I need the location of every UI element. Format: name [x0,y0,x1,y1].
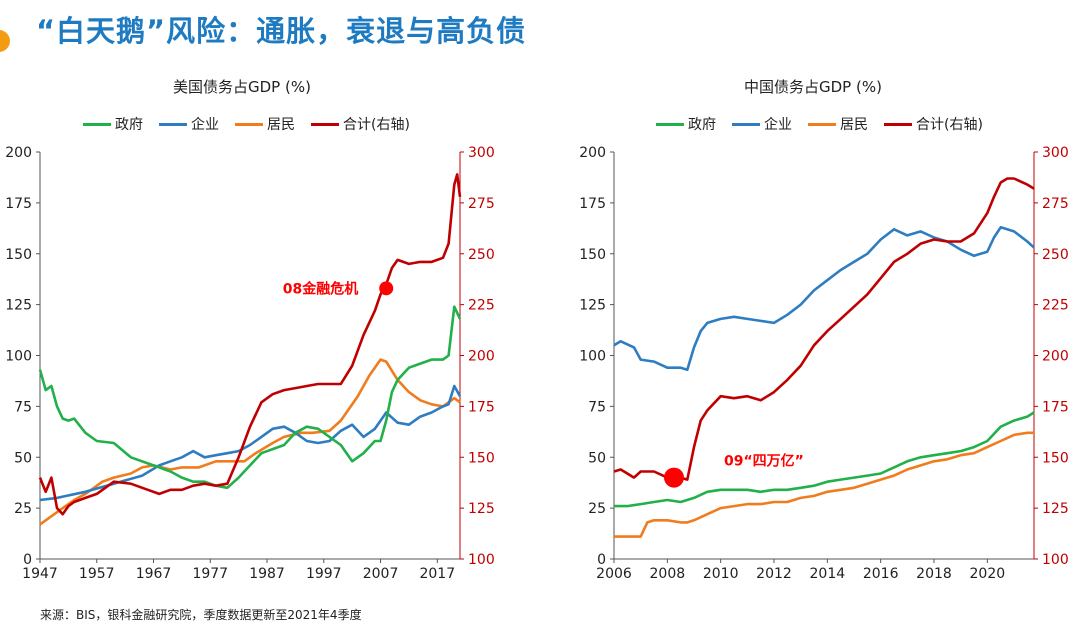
us-xtick-label: 1947 [22,566,58,582]
cn-xtick-label: 2012 [756,566,792,582]
cn-ytick-label: 75 [588,399,606,415]
us-chart-legend: 政府 企业 居民 合计(右轴) [83,114,410,134]
cn-debt-chart: 0 25 50 75 100 125 150 175 200 100 125 150 175 200 225… [579,145,1069,582]
us-crisis-marker [379,281,394,296]
us-ytick-label: 200 [5,145,32,161]
us-y2tick-label: 300 [468,145,495,161]
us-legend-house: 居民 [235,114,295,134]
cn-legend-gov-label: 政府 [688,117,716,133]
us-legend-corp-label: 企业 [191,117,219,133]
cn-y2tick-label: 150 [1042,450,1069,466]
cn-ytick-label: 25 [588,501,606,517]
source-note: 来源：BIS，银科金融研究院，季度数据更新至2021年4季度 [40,608,362,622]
cn-y2tick-label: 275 [1042,196,1069,212]
cn-chart-title: 中国债务占GDP (%) [744,78,882,96]
us-y2tick-label: 125 [468,501,495,517]
us-legend-gov: 政府 [83,114,143,134]
us-ytick-label: 175 [5,196,32,212]
us-series-house [39,358,461,526]
us-xtick-label: 2007 [363,566,399,582]
cn-legend-total: 合计(右轴) [884,114,983,134]
cn-ytick-label: 100 [579,349,606,365]
us-ytick-label: 0 [23,552,32,568]
us-series-total [38,173,462,516]
us-y2tick-label: 100 [468,552,495,568]
us-y2tick-label: 225 [468,298,495,314]
cn-legend-corp-label: 企业 [764,117,792,133]
cn-y2tick-label: 300 [1042,145,1069,161]
us-legend-total-label: 合计(右轴) [343,117,410,133]
cn-xtick-label: 2008 [650,566,686,582]
us-xtick-label: 1997 [306,566,342,582]
us-xtick-label: 1967 [136,566,172,582]
cn-series-house [614,431,1034,538]
cn-xtick-label: 2016 [863,566,899,582]
cn-xtick-label: 2014 [810,566,846,582]
us-xtick-label: 1977 [192,566,228,582]
cn-legend-house: 居民 [808,114,868,134]
cn-xtick-label: 2020 [970,566,1006,582]
cn-y2tick-label: 175 [1042,399,1069,415]
cn-legend-total-label: 合计(右轴) [916,117,983,133]
us-series-corp [39,384,462,502]
us-ytick-label: 125 [5,298,32,314]
cn-y2tick-label: 100 [1042,552,1069,568]
cn-series-total [613,177,1035,481]
cn-legend-gov: 政府 [656,114,716,134]
cn-y2tick-label: 225 [1042,298,1069,314]
us-y2tick-label: 275 [468,196,495,212]
us-ytick-label: 150 [5,247,32,263]
cn-legend-house-label: 居民 [840,117,868,133]
us-legend-house-label: 居民 [267,117,295,133]
us-ytick-label: 25 [14,501,32,517]
cn-y2tick-label: 125 [1042,501,1069,517]
cn-y2tick-label: 250 [1042,247,1069,263]
cn-chart-legend: 政府 企业 居民 合计(右轴) [656,114,983,134]
us-ytick-label: 100 [5,349,32,365]
cn-y2tick-label: 200 [1042,349,1069,365]
cn-ytick-label: 0 [597,552,606,568]
us-xtick-label: 2017 [419,566,455,582]
us-y2tick-label: 150 [468,450,495,466]
cn-ytick-label: 200 [579,145,606,161]
us-legend-corp: 企业 [159,114,219,134]
cn-ytick-label: 125 [579,298,606,314]
cn-ytick-label: 150 [579,247,606,263]
us-series-gov [38,305,462,490]
us-ytick-label: 50 [14,450,32,466]
us-xtick-label: 1987 [249,566,285,582]
us-crisis-label: 08金融危机 [283,280,358,297]
cn-stimulus-marker [664,467,684,488]
cn-xtick-label: 2010 [703,566,739,582]
cn-series-corp [613,226,1035,371]
us-legend-gov-label: 政府 [115,117,143,133]
cn-series-gov [614,411,1035,508]
us-debt-chart: 0 25 50 75 100 125 150 175 200 100 125 150 175 200 225… [5,145,495,582]
cn-ytick-label: 50 [588,450,606,466]
cn-ytick-label: 175 [579,196,606,212]
cn-xtick-label: 2006 [596,566,632,582]
cn-stimulus-label: 09“四万亿” [724,453,804,470]
us-chart-title: 美国债务占GDP (%) [173,78,311,96]
us-y2tick-label: 175 [468,399,495,415]
cn-xtick-label: 2018 [916,566,952,582]
us-legend-total: 合计(右轴) [311,114,410,134]
us-xtick-label: 1957 [79,566,115,582]
title-bullet-dot [0,30,10,52]
us-ytick-label: 75 [14,399,32,415]
us-y2tick-label: 200 [468,349,495,365]
cn-legend-corp: 企业 [732,114,792,134]
page-title: “白天鹅”风险：通胀，衰退与高负债 [36,14,527,48]
us-y2tick-label: 250 [468,247,495,263]
